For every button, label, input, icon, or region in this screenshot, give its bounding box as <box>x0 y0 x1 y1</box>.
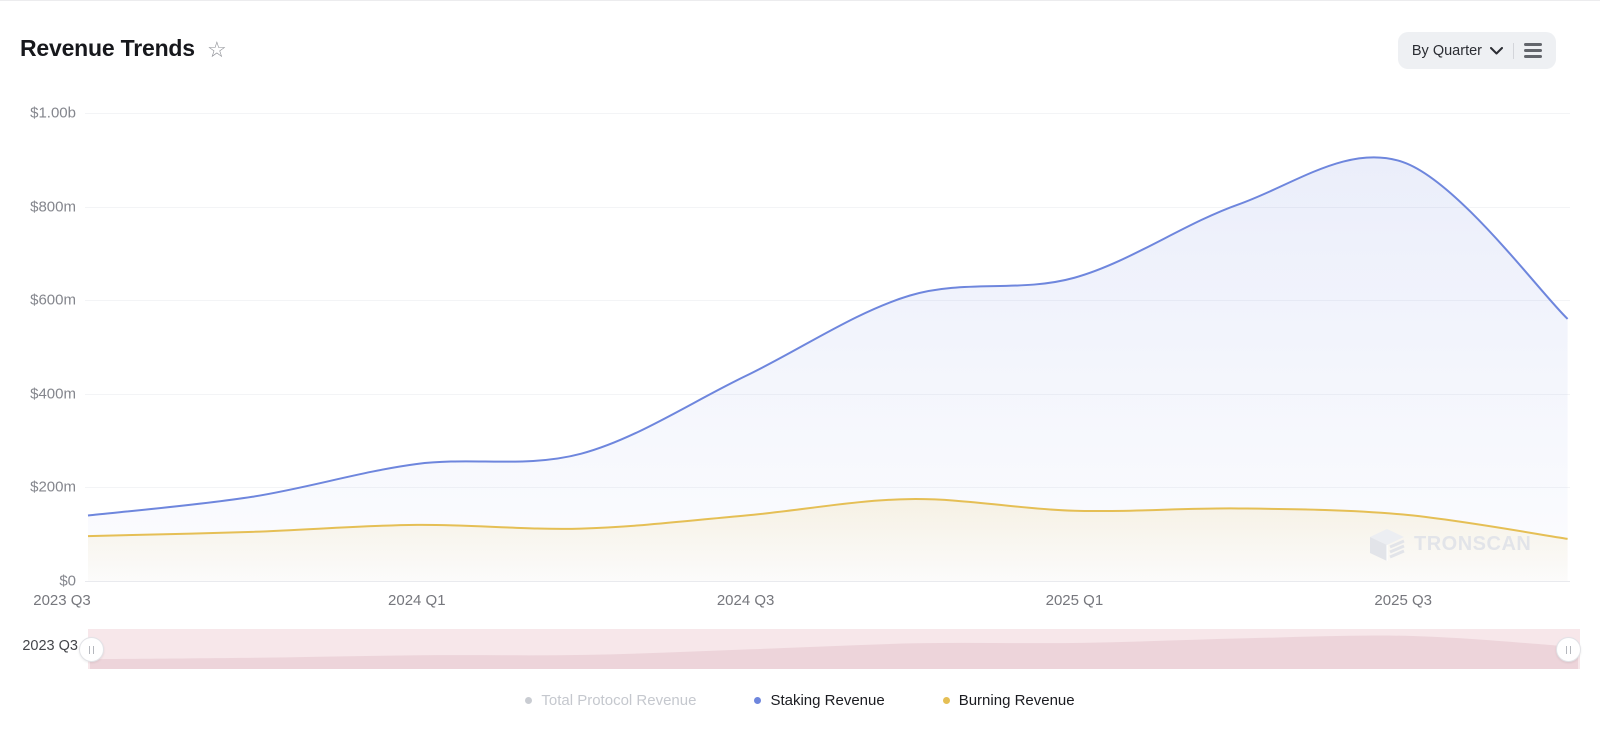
legend-dot <box>525 697 533 704</box>
y-axis-label: $200m <box>30 478 76 496</box>
period-selector[interactable]: By Quarter <box>1412 43 1503 59</box>
chart-plot-area[interactable] <box>85 106 1570 581</box>
controls-divider <box>1513 42 1514 59</box>
legend-label: Burning Revenue <box>958 692 1075 709</box>
chart-controls: By Quarter <box>1397 32 1556 69</box>
legend-dot <box>754 697 762 704</box>
y-axis-label: $600m <box>30 291 76 309</box>
x-axis-label: 2025 Q1 <box>1045 592 1104 609</box>
y-axis-label: $400m <box>30 385 76 403</box>
legend-item-staking-revenue[interactable]: Staking Revenue <box>754 692 885 709</box>
watermark-text: TRONSCAN <box>1414 532 1532 555</box>
y-axis-label: $800m <box>30 198 76 216</box>
legend-dot <box>942 697 950 704</box>
y-axis-label: $1.00b <box>30 104 76 122</box>
y-axis-label: $0 <box>59 572 76 590</box>
legend-label: Total Protocol Revenue <box>541 692 697 709</box>
x-axis-label: 2025 Q3 <box>1374 592 1432 609</box>
x-axis-label: 2024 Q3 <box>716 592 775 609</box>
watermark: TRONSCAN <box>1366 525 1531 563</box>
favorite-star-icon[interactable]: ☆ <box>207 37 227 62</box>
period-selector-label: By Quarter <box>1411 42 1482 59</box>
hamburger-menu-icon[interactable] <box>1524 41 1542 60</box>
legend-label: Staking Revenue <box>770 692 885 709</box>
x-axis-label: 2024 Q1 <box>388 592 446 609</box>
chart-legend: Total Protocol Revenue Staking Revenue B… <box>0 692 1600 709</box>
gridline <box>85 113 1570 114</box>
range-slider-right-handle[interactable] <box>1556 637 1581 662</box>
x-axis-label: 2023 Q3 <box>33 592 91 609</box>
range-slider-track[interactable] <box>88 629 1580 669</box>
chevron-down-icon <box>1490 46 1503 54</box>
legend-item-total-protocol-revenue[interactable]: Total Protocol Revenue <box>525 692 696 709</box>
page-title: Revenue Trends <box>20 35 195 61</box>
range-slider-left-handle[interactable] <box>79 637 104 662</box>
legend-item-burning-revenue[interactable]: Burning Revenue <box>942 692 1075 709</box>
gridline <box>85 581 1570 582</box>
tronscan-cube-icon <box>1370 529 1405 561</box>
range-start-label: 2023 Q3 <box>22 638 78 654</box>
